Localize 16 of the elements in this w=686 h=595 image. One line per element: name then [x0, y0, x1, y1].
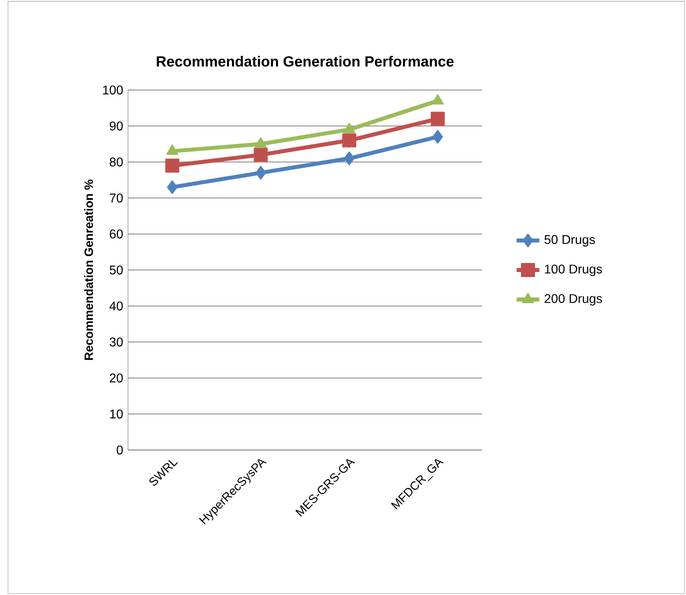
- y-tick-label: 50: [110, 266, 123, 274]
- y-axis-title: Recommendation Genreation %: [84, 180, 94, 360]
- y-tick-label: 90: [110, 122, 123, 130]
- y-tick-label: 70: [110, 194, 123, 202]
- chart-title: Recommendation Generation Performance: [156, 56, 454, 67]
- y-tick-label: 40: [109, 302, 123, 310]
- y-tick-label: 30: [110, 338, 123, 346]
- legend-label: 200 Drugs: [544, 294, 602, 306]
- legend-label: 100 Drugs: [544, 264, 602, 276]
- legend-label: 50 Drugs: [544, 235, 595, 247]
- y-tick-label: 100: [103, 86, 123, 94]
- y-tick-label: 10: [110, 410, 123, 418]
- y-tick-label: 60: [110, 230, 123, 238]
- y-tick-label: 20: [110, 374, 123, 382]
- y-tick-label: 80: [110, 158, 123, 166]
- y-tick-label: 0: [116, 446, 123, 454]
